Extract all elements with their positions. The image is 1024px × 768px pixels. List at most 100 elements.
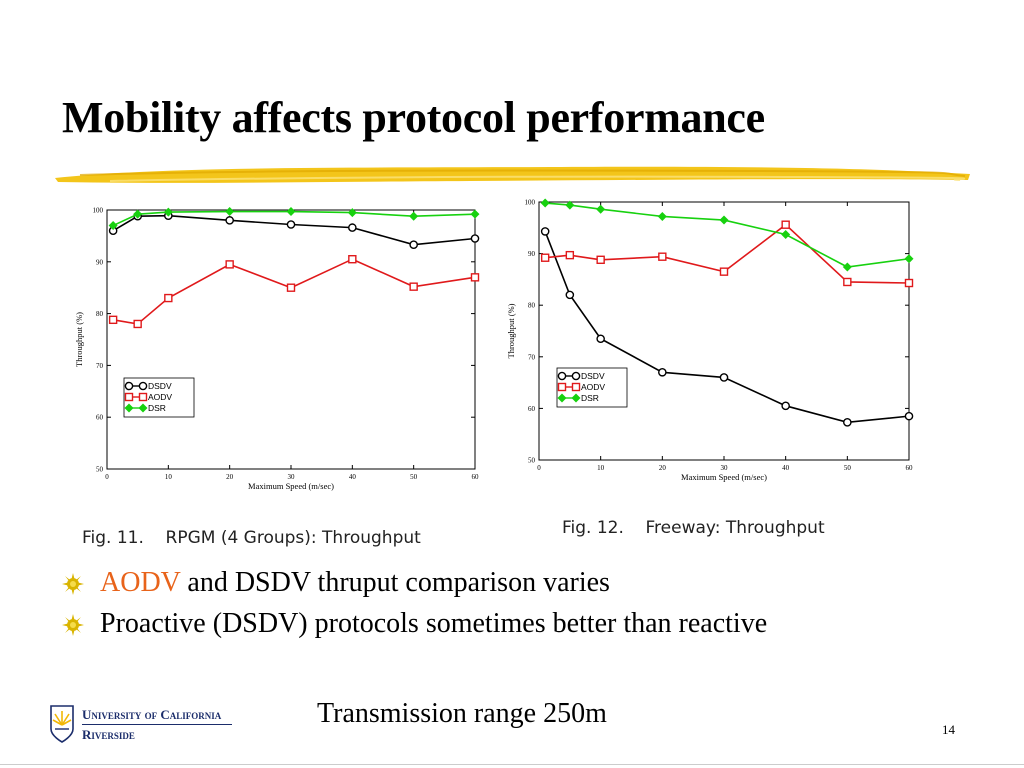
legend-marker: [571, 393, 581, 403]
data-point-dsr: [781, 230, 791, 240]
x-tick-label: 40: [349, 473, 357, 481]
series-line-aodv: [545, 223, 910, 284]
x-tick-label: 40: [782, 464, 790, 472]
y-tick-label: 90: [96, 258, 104, 266]
figure-caption-freeway: Fig. 12. Freeway: Throughput: [562, 518, 825, 538]
logo-text-campus: Riverside: [82, 727, 135, 742]
chart-freeway-throughput: 0 10 20 30 40 50 60 50 60 70 80 90 100 Maximum Speed …: [506, 198, 914, 482]
data-point-dsdv: [904, 411, 914, 421]
data-point-dsr: [565, 200, 575, 210]
y-tick-label: 70: [96, 362, 104, 370]
data-point-dsr: [540, 198, 550, 208]
y-tick-label: 60: [96, 414, 104, 422]
x-tick-label: 60: [906, 464, 914, 472]
bullet-item: AODV and DSDV thruput comparison varies: [60, 566, 900, 599]
legend-marker: [124, 403, 134, 413]
data-point-dsr: [347, 208, 357, 218]
y-tick-label: 80: [528, 302, 536, 310]
data-point-dsr: [657, 211, 667, 221]
x-tick-label: 60: [472, 473, 480, 481]
data-point-dsdv: [596, 334, 605, 344]
legend-marker: [571, 382, 581, 392]
series-line-dsdv: [112, 214, 476, 246]
data-point-aodv: [540, 253, 550, 262]
data-point-dsr: [163, 207, 173, 217]
university-logo: University of California Riverside: [50, 705, 232, 745]
data-point-dsr: [409, 211, 419, 221]
series-dsr: [108, 207, 480, 231]
data-point-dsr: [225, 207, 235, 217]
data-point-aodv: [565, 250, 575, 260]
bullet-item: Proactive (DSDV) protocols sometimes bet…: [60, 607, 900, 640]
legend-label: DSR: [581, 393, 599, 403]
x-axis-label: Maximum Speed (m/sec): [681, 472, 767, 482]
y-tick-label: 100: [525, 199, 536, 207]
x-tick-label: 0: [537, 464, 541, 472]
data-point-aodv: [286, 283, 296, 292]
sunburst-bullet-icon: [62, 573, 84, 595]
legend-marker: [557, 382, 567, 392]
x-tick-label: 30: [288, 473, 296, 481]
legend-marker: [124, 392, 134, 402]
data-point-aodv: [904, 278, 914, 288]
logo-rule: [82, 724, 232, 725]
x-tick-label: 30: [721, 464, 729, 472]
legend-label: AODV: [148, 392, 172, 402]
bullet-accent-text: AODV: [100, 567, 181, 598]
brush-stroke-divider: [55, 166, 970, 183]
y-tick-label: 70: [528, 353, 536, 361]
figure-caption-rpgm: Fig. 11. RPGM (4 Groups): Throughput: [82, 528, 421, 548]
data-point-aodv: [470, 273, 480, 282]
data-point-dsdv: [540, 227, 550, 236]
data-point-dsdv: [658, 367, 667, 377]
data-point-aodv: [164, 293, 173, 303]
legend-label: DSR: [148, 403, 166, 413]
x-axis-label: Maximum Speed (m/sec): [248, 481, 334, 491]
legend-marker: [138, 403, 148, 413]
series-dsr: [540, 198, 914, 272]
x-tick-label: 0: [105, 473, 109, 481]
bullet-text: Proactive (DSDV) protocols sometimes bet…: [100, 608, 768, 639]
data-point-dsr: [719, 215, 729, 225]
data-point-aodv: [658, 252, 667, 261]
series-aodv: [108, 255, 480, 329]
slide-number: 14: [942, 722, 955, 737]
university-shield-icon: [50, 705, 74, 743]
series-dsdv: [108, 211, 480, 250]
footer-note: Transmission range 250m: [317, 698, 607, 729]
legend-marker: [138, 392, 148, 402]
x-tick-label: 20: [659, 464, 667, 472]
data-point-aodv: [348, 255, 357, 264]
legend-marker: [138, 381, 148, 391]
y-tick-label: 80: [96, 310, 104, 318]
data-point-dsdv: [348, 223, 357, 232]
legend-marker: [557, 371, 567, 381]
legend-label: DSDV: [148, 381, 172, 391]
data-point-dsdv: [286, 220, 296, 229]
x-tick-label: 10: [165, 473, 173, 481]
data-point-dsdv: [409, 240, 418, 250]
data-point-dsr: [842, 262, 852, 272]
data-point-dsdv: [565, 290, 575, 300]
x-tick-label: 10: [597, 464, 605, 472]
legend-marker: [571, 371, 581, 381]
series-line-dsr: [112, 210, 476, 227]
logo-text-university: University of California: [82, 707, 222, 722]
bullet-list: AODV and DSDV thruput comparison varies …: [60, 566, 900, 648]
data-point-aodv: [108, 315, 118, 325]
data-point-dsdv: [470, 234, 480, 243]
y-tick-label: 50: [96, 466, 104, 474]
slide-title: Mobility affects protocol performance: [62, 93, 765, 142]
data-point-aodv: [225, 260, 234, 269]
y-axis-label: Throughput (%): [74, 312, 84, 367]
data-point-dsdv: [781, 401, 790, 411]
legend-marker: [557, 393, 567, 403]
y-tick-label: 100: [93, 207, 104, 215]
y-tick-label: 50: [528, 457, 536, 465]
y-axis-label: Throughput (%): [506, 303, 516, 358]
data-point-dsr: [904, 254, 914, 264]
x-tick-label: 50: [844, 464, 852, 472]
y-tick-label: 60: [528, 405, 536, 413]
